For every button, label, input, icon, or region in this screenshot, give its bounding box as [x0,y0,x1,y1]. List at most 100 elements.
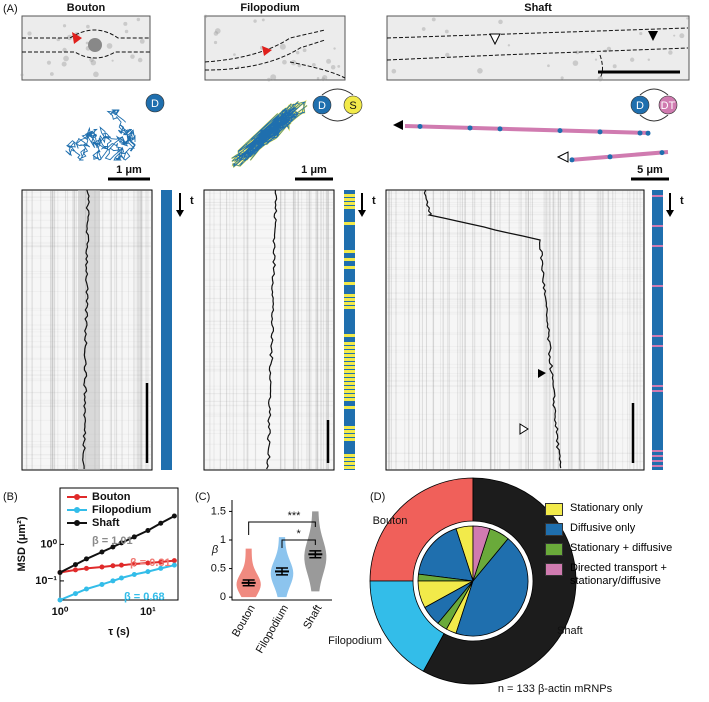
speckle [106,43,113,49]
speckle [282,59,287,65]
data-point [83,565,89,571]
diffusive-spot [497,126,503,132]
data-point [83,556,89,562]
state-label: D [318,100,326,112]
speckle [213,31,219,36]
kymo-track [266,189,278,470]
state-stripe [344,306,355,309]
state-stripe [344,346,355,349]
state-stripe [344,438,355,441]
state-circle [658,95,678,115]
speckle [322,74,328,81]
red-arrowhead [262,46,272,56]
pie-legend: Stationary only Diffusive only Stationary … [545,502,707,594]
scale-label: 1 μm [301,164,327,176]
speckle [62,47,67,53]
state-stripe [652,245,663,247]
speckle [253,19,257,23]
speckle [233,53,236,56]
state-stripe [652,345,663,347]
speckle [295,50,300,55]
legend-swatch [545,563,563,576]
state-stripe [652,225,663,227]
y-tick-label: 10⁰ [40,538,57,550]
speckle [203,14,208,19]
y-tick-label: 1.5 [211,505,226,517]
outer-wedge [369,477,474,582]
x-tick-label: Filopodium [254,603,291,656]
speckle [321,77,326,82]
legend-label: Shaft [92,517,120,529]
speckle [27,31,32,36]
diffusive-spot [607,154,613,160]
state-stripe [344,394,355,397]
hollow-arrowhead [556,151,569,163]
speckle [261,18,265,22]
category-label: Bouton [373,515,408,527]
state-stripe [344,302,355,305]
black-arrowhead [538,369,546,378]
speckle [597,76,603,82]
speckle [330,64,336,70]
filopodium-outline [204,29,346,79]
state-stripe [652,460,663,462]
significance-bracket [281,539,316,548]
scale-label: 5 μm [637,164,663,176]
legend-swatch [545,523,563,536]
state-stripe [344,350,355,353]
speckle [111,59,114,62]
speckle [606,46,612,52]
inner-wedge [417,528,474,582]
speckle [93,71,99,78]
data-point [171,562,177,568]
data-point [57,597,63,603]
speckle [270,74,277,81]
state-stripe [344,354,355,357]
hollow-arrowhead [519,423,529,435]
y-tick-label: 1 [220,534,226,546]
significance-label: *** [288,510,302,522]
speckle [297,63,302,68]
data-point [131,534,137,540]
speckle [498,19,503,25]
beta-annotation: β = 1.01 [92,535,133,547]
micrograph [204,15,346,81]
state-stripe [652,450,663,452]
data-point [158,565,164,571]
speckle [62,24,67,28]
panel-label: (A) [3,3,18,15]
state-stripe [344,250,355,253]
hollow-arrowhead [489,33,501,46]
axes [231,500,332,601]
state-arrow [639,114,669,122]
state-arrow [639,88,669,96]
data-point [158,559,164,565]
micrograph [21,15,151,81]
category-label: Filopodium [328,635,382,647]
state-stripe [652,385,663,387]
speckle [421,27,426,31]
state-stripe [344,374,355,377]
state-stripe [344,298,355,301]
panel-label: (C) [195,491,210,503]
speckle [431,17,436,22]
legend-entry: Stationary only [545,502,707,516]
state-label: D [636,100,644,112]
data-point [118,540,124,546]
state-stripe [652,335,663,337]
y-axis-label: β [211,544,219,556]
speckle [668,50,673,55]
diffusive-spot [569,157,575,163]
kymo-track [423,189,562,469]
speckle [311,63,316,67]
legend-label: Filopodium [92,504,151,516]
column-title: Shaft [524,2,552,14]
data-point [110,563,116,569]
x-tick-label: Shaft [301,603,324,631]
state-stripe [344,430,355,433]
state-stripe [344,466,355,469]
data-point [72,591,78,597]
black-arrowhead [648,31,658,41]
data-point [171,558,177,564]
speckle [673,34,676,37]
